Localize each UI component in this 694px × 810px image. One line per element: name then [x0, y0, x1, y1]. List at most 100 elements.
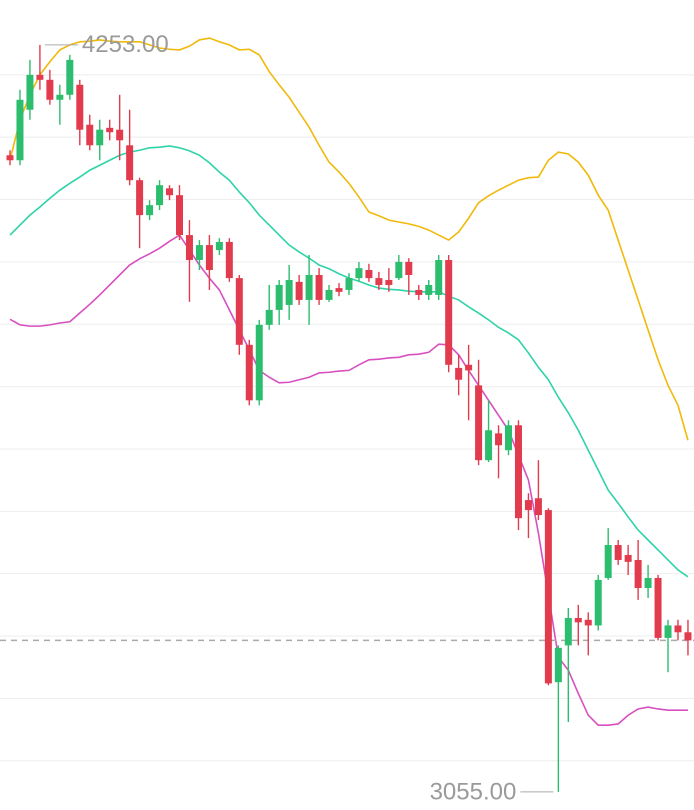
candle [475, 359, 483, 466]
candle-body [534, 498, 542, 516]
candle-body [475, 385, 483, 461]
candle-body [6, 155, 14, 161]
candle-body [106, 127, 114, 133]
candle [425, 279, 433, 300]
candle-body [365, 270, 373, 279]
candle-body [195, 245, 203, 261]
candle [684, 619, 692, 656]
candle [86, 114, 94, 151]
candle [36, 44, 44, 90]
candle [255, 319, 263, 406]
candle-body [574, 617, 582, 623]
candle [6, 150, 14, 166]
candle-body [215, 241, 223, 251]
candle-body [505, 425, 512, 451]
candle-body [664, 625, 672, 638]
candle-body [146, 205, 154, 216]
candle-body [156, 185, 164, 206]
candle-body [205, 245, 213, 270]
candle-body [674, 625, 682, 633]
candle [644, 564, 652, 598]
candle [614, 540, 622, 565]
candle-body [584, 619, 592, 626]
candle [76, 79, 84, 146]
candle-body [544, 510, 552, 684]
candle [205, 235, 213, 290]
candle-body [624, 554, 632, 562]
candle [455, 354, 463, 396]
candle [385, 268, 393, 292]
candle-body [425, 284, 433, 295]
candle [495, 425, 503, 479]
candle-body [345, 278, 353, 290]
candle [275, 279, 283, 325]
candle-body [395, 261, 403, 279]
candle-body [305, 274, 313, 300]
candle-body [36, 74, 44, 80]
candle-body [26, 74, 34, 110]
candle [315, 268, 323, 305]
candle [654, 574, 662, 641]
candle-body [86, 124, 94, 146]
candle [664, 619, 672, 673]
annotation-label: 3055.00 [430, 778, 517, 805]
candle [245, 339, 253, 406]
candle-body [495, 433, 503, 446]
candle [524, 493, 532, 539]
candle-body [255, 324, 263, 401]
candle [375, 271, 383, 290]
candle-body [76, 84, 84, 130]
candle [166, 185, 174, 201]
candle-body [285, 279, 293, 305]
candle [265, 284, 273, 330]
candle [56, 84, 64, 125]
candle-body [335, 288, 343, 292]
candle-body [56, 94, 64, 100]
candle [574, 604, 582, 646]
candle [355, 261, 363, 282]
candle-body [126, 145, 134, 181]
candle-body [415, 289, 423, 295]
candle-body [524, 500, 532, 511]
candle-body [136, 180, 144, 216]
candle-body [66, 59, 74, 95]
candle [365, 263, 373, 282]
candle-body [166, 188, 174, 196]
candle-body [185, 235, 193, 261]
band-line [9, 233, 688, 726]
candle [225, 238, 233, 282]
band-line [9, 37, 689, 441]
candle [106, 119, 114, 141]
candle-body [315, 274, 323, 300]
candle [564, 607, 572, 723]
candle-body [654, 578, 662, 638]
candle [295, 274, 303, 305]
candle [505, 420, 512, 456]
candle [66, 54, 74, 100]
candle [514, 420, 522, 531]
candle-body [514, 425, 522, 519]
candle-body [604, 544, 612, 579]
candle-body [295, 281, 303, 300]
annotation-label: 4253.00 [82, 31, 169, 58]
candle-body [405, 261, 413, 275]
candle [554, 645, 562, 792]
candle-body [116, 129, 124, 141]
candle-body [644, 578, 652, 589]
candle [604, 528, 612, 580]
candle [26, 59, 34, 120]
candle [185, 220, 193, 302]
candle-body [235, 278, 243, 345]
candle-body [614, 544, 622, 560]
candle [195, 240, 203, 270]
candle [395, 255, 403, 280]
candle-body [634, 559, 642, 589]
candle-body [355, 268, 363, 279]
candle [126, 109, 134, 186]
candle-body [16, 99, 24, 161]
candle-body [275, 284, 283, 310]
candle [674, 619, 682, 641]
candle-body [96, 129, 104, 146]
candle [435, 255, 443, 300]
